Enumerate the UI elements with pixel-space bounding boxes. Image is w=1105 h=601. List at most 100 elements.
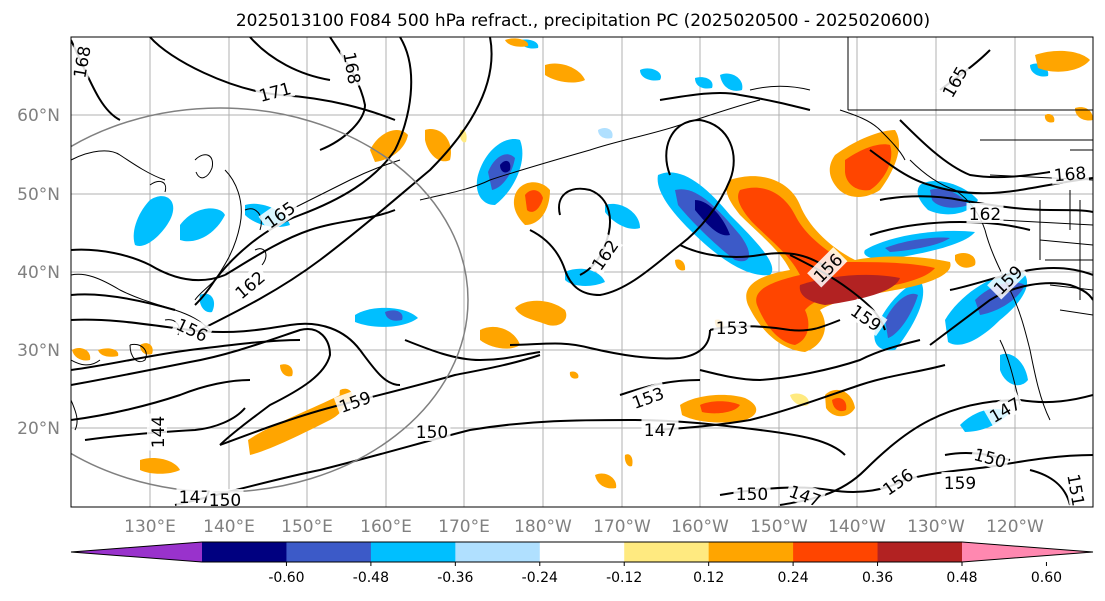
lon-tick-label: 130°W bbox=[907, 517, 965, 537]
svg-text:159: 159 bbox=[944, 474, 976, 494]
lon-tick-label: 170°W bbox=[593, 517, 651, 537]
contour-label: 150 bbox=[413, 421, 451, 443]
colorbar-extend-min bbox=[71, 542, 202, 562]
precip-neg-blob bbox=[565, 268, 605, 286]
lon-tick-label: 170°E bbox=[438, 517, 490, 537]
svg-text:147: 147 bbox=[179, 488, 211, 508]
svg-text:162: 162 bbox=[969, 205, 1001, 225]
colorbar-tick-label: -0.12 bbox=[606, 570, 642, 586]
precip-neg-blob bbox=[695, 77, 713, 89]
colorbar-segment bbox=[877, 542, 963, 562]
lon-tick-label: 150°W bbox=[750, 517, 808, 537]
precip-pos-blob bbox=[1044, 113, 1055, 123]
precip-neg-blob bbox=[720, 73, 743, 91]
contour-label: 162 bbox=[966, 203, 1004, 225]
lat-tick-label: 50°N bbox=[17, 185, 60, 205]
precip-neg-blob bbox=[695, 200, 730, 236]
svg-text:153: 153 bbox=[716, 319, 748, 339]
svg-text:150: 150 bbox=[736, 485, 768, 505]
lat-tick-label: 30°N bbox=[17, 341, 60, 361]
svg-text:168: 168 bbox=[1053, 164, 1087, 187]
lon-tick-label: 140°W bbox=[828, 517, 886, 537]
colorbar-tick-label: -0.36 bbox=[437, 570, 473, 586]
colorbar-segment bbox=[793, 542, 879, 562]
contour-label: 153 bbox=[713, 317, 751, 339]
colorbar-segment bbox=[202, 542, 287, 562]
colorbar-tick-label: 0.24 bbox=[778, 570, 809, 586]
precip-pos-blob bbox=[845, 144, 892, 191]
precip-pos-blob bbox=[569, 371, 579, 379]
precip-pos-blob bbox=[505, 38, 529, 47]
colorbar-tick-label: 0.48 bbox=[946, 570, 977, 586]
map-title: 2025013100 F084 500 hPa refract., precip… bbox=[236, 11, 930, 31]
lat-axis: 60°N 50°N 40°N 30°N 20°N bbox=[17, 106, 60, 439]
precip-neg-blob bbox=[640, 68, 661, 81]
colorbar-segment bbox=[455, 542, 541, 562]
precip-pos-blob bbox=[790, 393, 809, 406]
lat-tick-label: 20°N bbox=[17, 419, 60, 439]
lon-tick-label: 140°E bbox=[203, 517, 255, 537]
contour-label: 144 bbox=[147, 413, 169, 451]
colorbar: -0.60 -0.48 -0.36 -0.24 -0.12 0.12 0.24 0.36 0.4… bbox=[70, 541, 1094, 586]
lon-tick-label: 160°W bbox=[671, 517, 729, 537]
precip-pos-blob bbox=[700, 401, 740, 414]
contour-label: 168 bbox=[1050, 161, 1090, 187]
colorbar-tick-label: 0.12 bbox=[693, 570, 724, 586]
contour-label: 159 bbox=[941, 472, 979, 494]
colorbar-tick-label: -0.48 bbox=[353, 570, 389, 586]
precip-pos-blob bbox=[140, 458, 180, 474]
svg-text:150: 150 bbox=[209, 491, 241, 511]
contour-label: 150 bbox=[733, 483, 771, 505]
precip-neg-blob bbox=[885, 237, 950, 252]
precip-pos-blob bbox=[832, 398, 847, 412]
contour-label: 162 bbox=[585, 233, 623, 276]
precip-pos-blob bbox=[1035, 50, 1090, 72]
precip-pos-blob bbox=[624, 454, 633, 467]
lon-tick-label: 160°E bbox=[360, 517, 412, 537]
colorbar-segment bbox=[539, 542, 625, 562]
colorbar-tick-label: -0.60 bbox=[268, 570, 304, 586]
precip-pos-blob bbox=[675, 259, 686, 271]
lon-tick-label: 130°E bbox=[124, 517, 176, 537]
colorbar-outline bbox=[70, 541, 1094, 563]
precip-neg-blob bbox=[500, 160, 511, 173]
precip-neg-blob bbox=[385, 310, 403, 321]
precip-pos-blob bbox=[515, 300, 567, 326]
lon-axis: 130°E 140°E 150°E 160°E 170°E 180°W 170°W 160°W… bbox=[124, 517, 1044, 537]
precip-neg-blob bbox=[598, 127, 613, 139]
contour-label: 147 bbox=[641, 419, 679, 441]
lon-tick-label: 120°W bbox=[986, 517, 1044, 537]
colorbar-tick-label: 0.60 bbox=[1031, 570, 1062, 586]
colorbar-segment bbox=[370, 542, 456, 562]
lat-tick-label: 60°N bbox=[17, 106, 60, 126]
contour-label: 147 bbox=[176, 486, 214, 508]
precip-pos-blob bbox=[545, 63, 585, 83]
map-frame bbox=[70, 36, 1094, 508]
contour-label: 150 bbox=[206, 489, 244, 511]
precip-pos-blob bbox=[595, 473, 617, 489]
precip-pos-blob bbox=[370, 130, 408, 162]
precip-neg-blob bbox=[605, 203, 640, 229]
lon-tick-label: 180°W bbox=[514, 517, 572, 537]
precip-pos-blob bbox=[72, 348, 91, 361]
precip-neg-blob bbox=[885, 293, 918, 338]
colorbar-tick-label: -0.24 bbox=[522, 570, 558, 586]
colorbar-tick-label: 0.36 bbox=[862, 570, 893, 586]
precip-pos-blob bbox=[140, 343, 153, 355]
precip-pos-blob bbox=[98, 348, 119, 357]
precip-neg-blob bbox=[355, 307, 418, 327]
svg-text:150: 150 bbox=[416, 423, 448, 443]
precip-neg-blob bbox=[133, 196, 174, 246]
contour-label: 151 bbox=[1062, 469, 1091, 510]
precip-pos-blob bbox=[280, 364, 293, 377]
precip-neg-blob bbox=[180, 208, 225, 242]
svg-text:147: 147 bbox=[644, 421, 676, 441]
colorbar-segment bbox=[624, 542, 710, 562]
colorbar-segment bbox=[286, 542, 372, 562]
precip-pos-blob bbox=[480, 326, 520, 349]
colorbar-extend-max bbox=[962, 542, 1093, 562]
precip-neg-blob bbox=[1000, 353, 1028, 386]
